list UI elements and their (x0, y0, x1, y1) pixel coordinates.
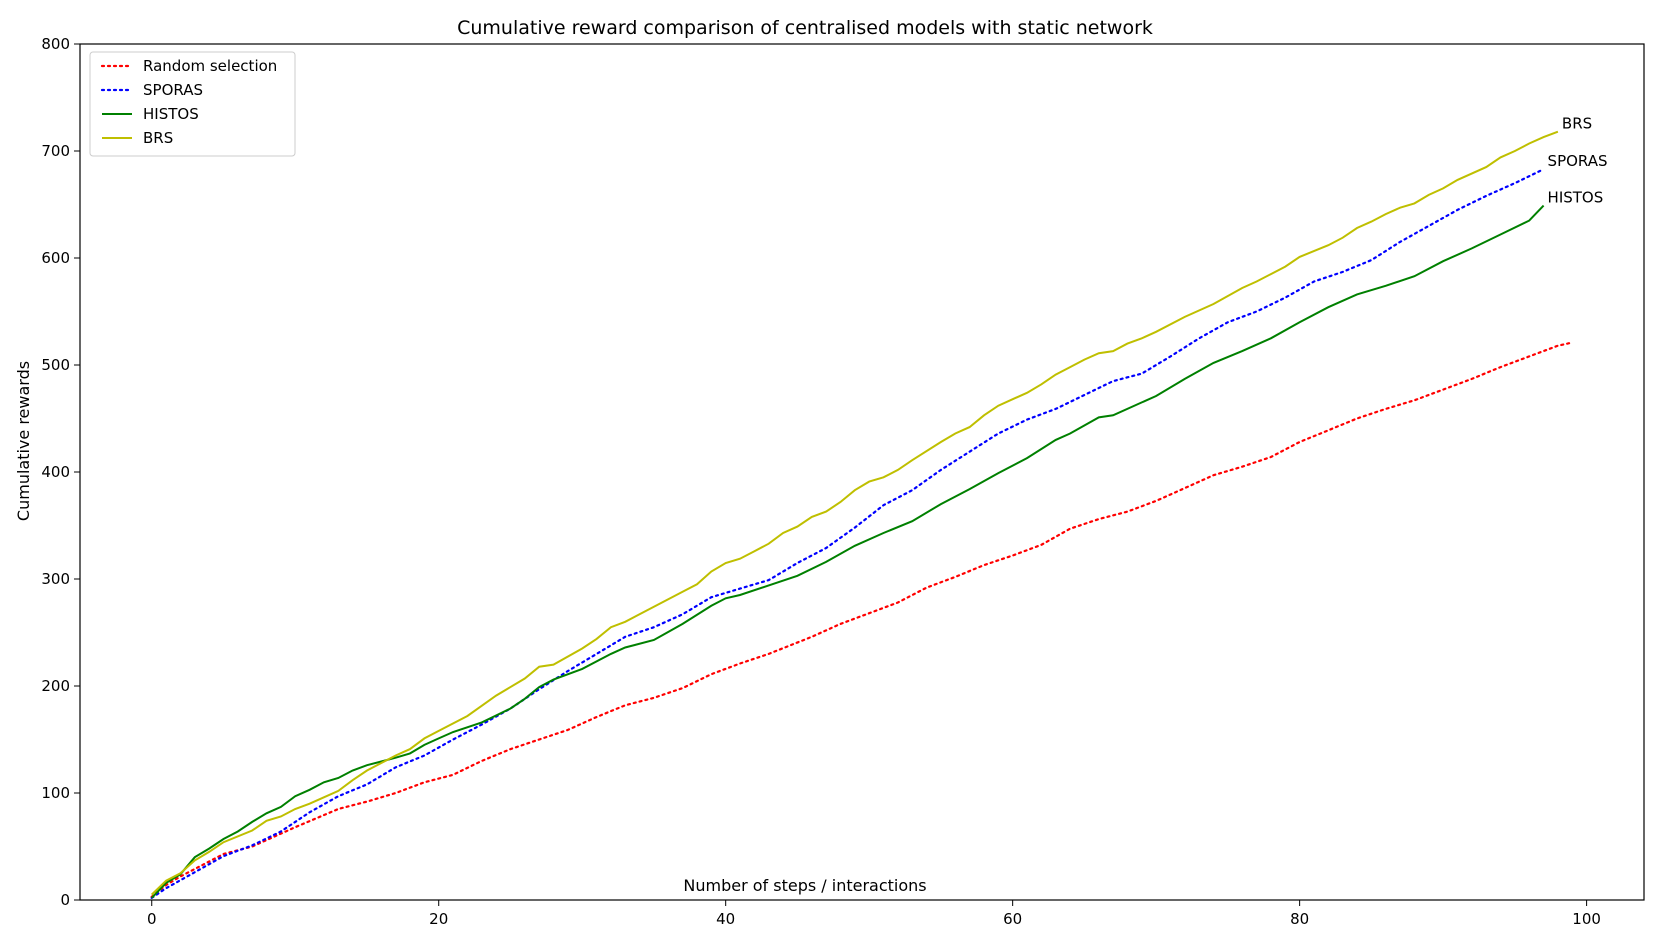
end-label-sporas: SPORAS (1548, 152, 1608, 170)
legend-label-histos: HISTOS (143, 105, 199, 123)
series-line-random-selection (150, 341, 1574, 898)
series-line-brs (151, 130, 1559, 896)
y-tick-label: 200 (41, 677, 70, 695)
y-tick-label: 600 (41, 249, 70, 267)
x-axis: 0 20 40 60 80 100 (147, 900, 1601, 928)
end-label-histos: HISTOS (1548, 189, 1604, 207)
series-line-histos (150, 204, 1545, 899)
y-axis: 0 100 200 300 400 500 600 700 800 (41, 35, 80, 909)
plot-frame (79, 43, 1645, 901)
legend-box (89, 51, 296, 157)
x-tick-label: 100 (1572, 910, 1601, 928)
y-tick-label: 800 (41, 35, 70, 53)
x-tick-label: 60 (1003, 910, 1022, 928)
plot-area (79, 43, 1645, 901)
legend: Random selection SPORAS HISTOS BRS (89, 51, 296, 157)
y-tick-label: 100 (41, 784, 70, 802)
chart-title: Cumulative reward comparison of centrali… (457, 17, 1153, 39)
series-layer (150, 130, 1574, 899)
x-tick-label: 80 (1290, 910, 1309, 928)
y-tick-label: 300 (41, 570, 70, 588)
y-tick-label: 400 (41, 463, 70, 481)
y-tick-label: 700 (41, 142, 70, 160)
legend-label-sporas: SPORAS (143, 81, 203, 99)
end-labels: SPORAS HISTOS BRS (1548, 115, 1608, 207)
legend-label-brs: BRS (143, 129, 173, 147)
x-axis-label: Number of steps / interactions (683, 876, 926, 895)
x-tick-label: 0 (147, 910, 157, 928)
series-line-sporas (150, 168, 1545, 899)
y-tick-label: 500 (41, 356, 70, 374)
y-tick-label: 0 (60, 891, 70, 909)
y-axis-label: Cumulative rewards (14, 361, 33, 521)
end-label-brs: BRS (1562, 115, 1592, 133)
x-tick-label: 40 (716, 910, 735, 928)
x-tick-label: 20 (429, 910, 448, 928)
legend-label-random-selection: Random selection (143, 57, 277, 75)
